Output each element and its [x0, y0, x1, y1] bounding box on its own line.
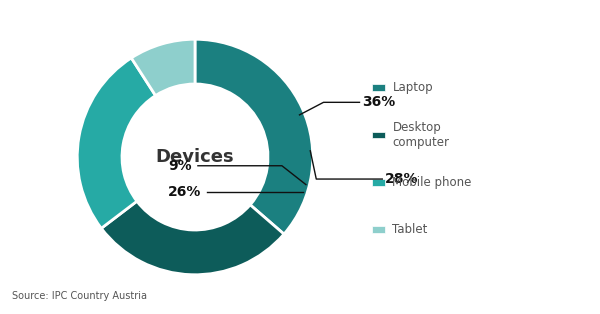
Text: Devices: Devices — [155, 148, 235, 166]
Text: Tablet: Tablet — [392, 223, 428, 236]
Text: Source: IPC Country Austria: Source: IPC Country Austria — [12, 291, 147, 301]
Wedge shape — [101, 201, 284, 275]
Text: 9%: 9% — [168, 159, 192, 173]
Text: Laptop: Laptop — [392, 81, 433, 95]
Text: 28%: 28% — [385, 172, 419, 186]
Text: Desktop
computer: Desktop computer — [392, 121, 449, 149]
Text: 26%: 26% — [167, 185, 201, 199]
Text: Mobile phone: Mobile phone — [392, 176, 472, 189]
Wedge shape — [131, 39, 195, 95]
Wedge shape — [195, 39, 313, 234]
Wedge shape — [77, 58, 155, 228]
Text: 36%: 36% — [362, 95, 396, 109]
